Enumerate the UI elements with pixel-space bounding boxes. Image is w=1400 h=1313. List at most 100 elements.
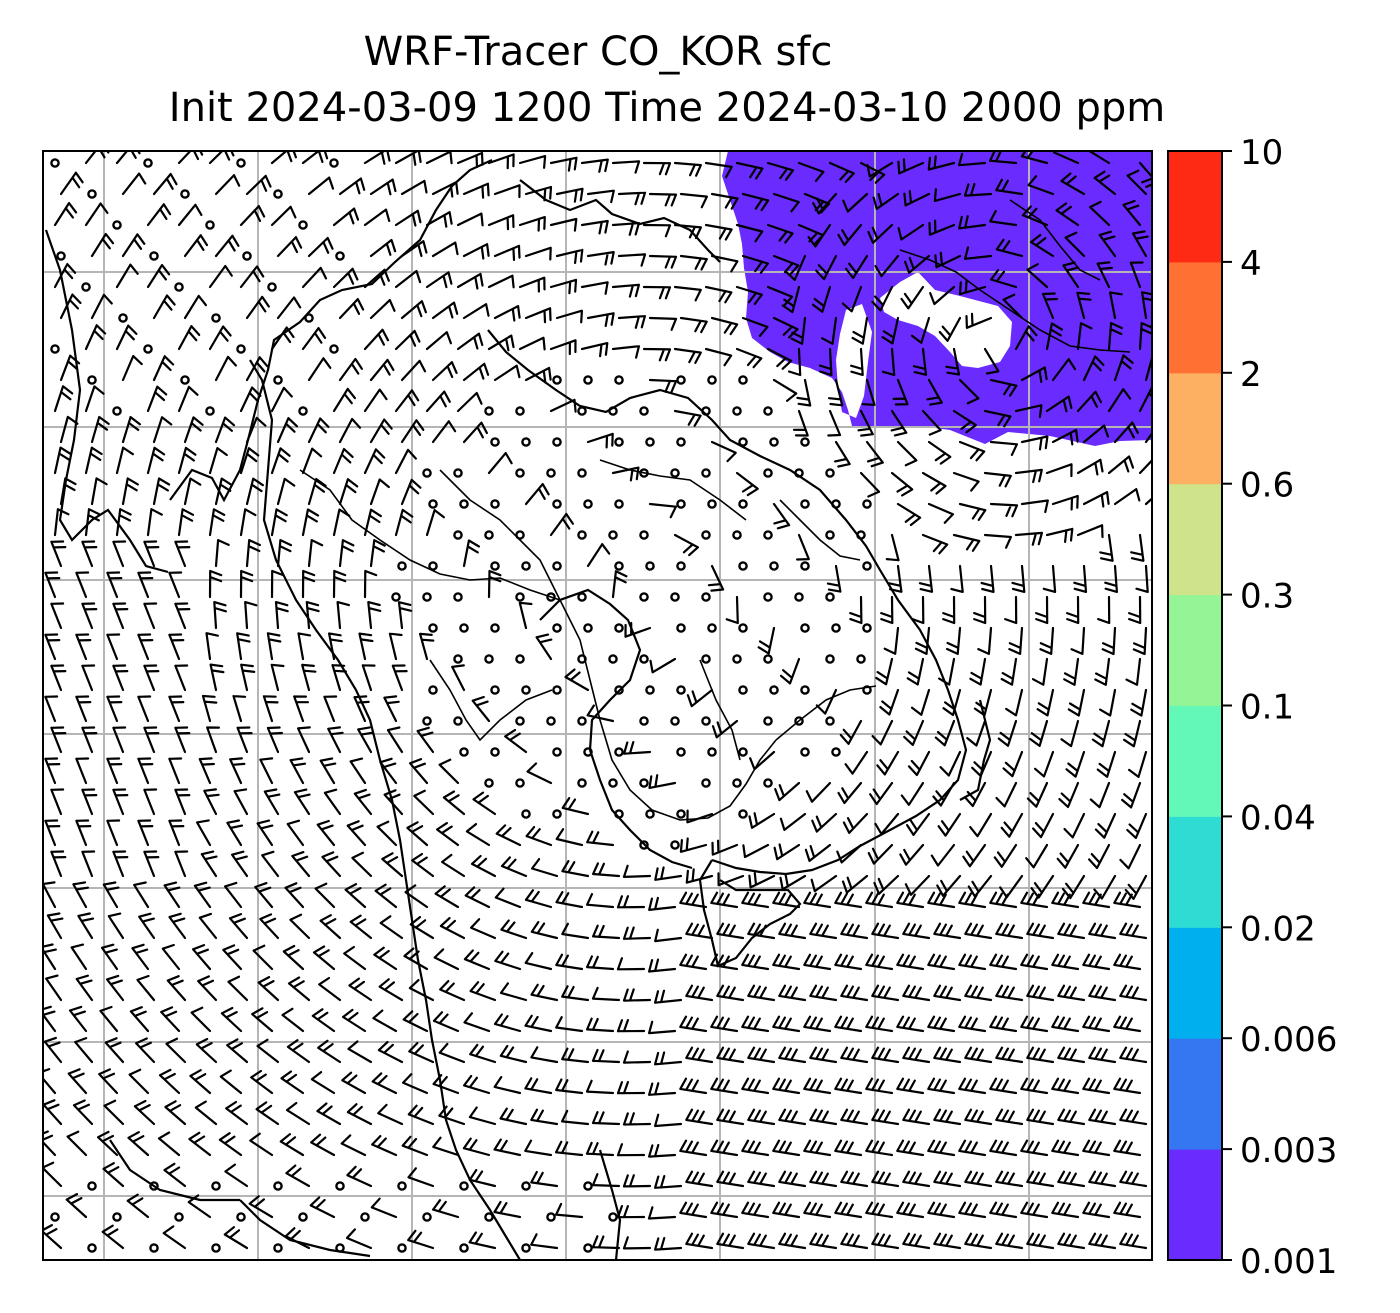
wind-barb bbox=[346, 820, 367, 847]
colorbar-tick-label: 4 bbox=[1240, 244, 1262, 284]
wind-barb bbox=[679, 837, 708, 853]
wind-barb bbox=[561, 860, 590, 878]
wind-barb bbox=[906, 812, 931, 836]
wind-barb bbox=[431, 361, 458, 382]
wind-barb bbox=[341, 1071, 367, 1095]
wind-barb bbox=[958, 1139, 987, 1157]
wind-barb bbox=[50, 726, 67, 754]
wind-barb bbox=[591, 1235, 621, 1250]
wind-calm-marker bbox=[831, 499, 841, 509]
wind-calm-marker bbox=[825, 654, 835, 664]
wind-barb bbox=[1020, 953, 1049, 971]
wind-calm-marker bbox=[242, 251, 252, 261]
wind-barb bbox=[345, 1228, 373, 1250]
wind-barb bbox=[279, 1133, 305, 1157]
wind-calm-marker bbox=[738, 499, 748, 509]
wind-barb bbox=[338, 539, 355, 568]
wind-barb bbox=[834, 1015, 863, 1033]
wind-barb bbox=[214, 234, 240, 258]
wind-barb bbox=[874, 254, 900, 278]
wind-barb bbox=[622, 1050, 652, 1064]
wind-barb bbox=[494, 950, 522, 971]
graticule bbox=[43, 151, 1152, 1260]
wind-barb bbox=[586, 251, 615, 266]
wind-barb bbox=[174, 726, 191, 754]
colorbar-tick-label: 0.001 bbox=[1240, 1242, 1337, 1282]
wind-barb bbox=[685, 1170, 714, 1188]
wind-barb bbox=[1076, 524, 1104, 539]
wind-barb bbox=[357, 726, 374, 754]
wind-barb bbox=[1113, 1015, 1142, 1033]
wind-calm-marker bbox=[614, 623, 624, 633]
wind-barb bbox=[654, 1236, 683, 1251]
wind-barb bbox=[969, 812, 993, 838]
wind-barb bbox=[910, 688, 931, 716]
wind-barb bbox=[914, 626, 931, 655]
wind-barb bbox=[900, 781, 925, 806]
wind-barb bbox=[716, 984, 745, 1002]
wind-barb bbox=[504, 728, 528, 754]
wind-calm-marker bbox=[614, 685, 624, 695]
wind-barb bbox=[1113, 354, 1134, 382]
wind-barb bbox=[778, 1232, 807, 1250]
wind-barb bbox=[748, 872, 776, 889]
wind-calm-marker bbox=[521, 685, 531, 695]
wind-barb bbox=[101, 1224, 125, 1250]
wind-barb bbox=[735, 347, 763, 369]
wind-barb bbox=[524, 1139, 553, 1157]
wind-barb bbox=[1113, 953, 1142, 971]
wind-barb bbox=[106, 571, 123, 599]
wind-barb bbox=[648, 1082, 677, 1096]
wind-barb bbox=[222, 944, 243, 971]
wind-barb bbox=[121, 477, 139, 506]
wind-barb bbox=[438, 758, 460, 785]
wind-barb bbox=[152, 355, 175, 382]
wind-barb bbox=[881, 316, 900, 345]
wind-calm-marker bbox=[484, 530, 494, 540]
wind-barb bbox=[81, 540, 98, 568]
wind-barb bbox=[1119, 1232, 1148, 1250]
wind-barb bbox=[146, 264, 171, 289]
wind-barb bbox=[462, 182, 490, 199]
wind-barb bbox=[896, 891, 925, 909]
wind-barb bbox=[470, 918, 497, 940]
wind-barb bbox=[239, 508, 257, 537]
wind-barb bbox=[183, 234, 209, 258]
wind-barb bbox=[850, 347, 864, 376]
wind-barb bbox=[84, 324, 107, 351]
wind-barb bbox=[710, 1139, 739, 1157]
wind-barb bbox=[236, 632, 251, 661]
wind-barb bbox=[403, 947, 429, 971]
wind-barb bbox=[648, 896, 677, 911]
wind-barb bbox=[44, 633, 61, 661]
wind-barb bbox=[1063, 812, 1086, 839]
wind-barb bbox=[926, 378, 943, 406]
wind-barb bbox=[735, 161, 764, 180]
wind-barb bbox=[310, 1133, 336, 1157]
wind-barb bbox=[394, 329, 421, 351]
wind-barb bbox=[301, 447, 323, 475]
wind-barb bbox=[772, 1201, 801, 1219]
wind-barb bbox=[462, 539, 481, 568]
wind-barb bbox=[143, 788, 158, 816]
wind-calm-marker bbox=[453, 530, 463, 540]
wind-barb bbox=[463, 1012, 491, 1033]
wind-calm-marker bbox=[639, 778, 649, 788]
wind-calm-marker bbox=[763, 468, 773, 478]
wind-barb bbox=[431, 301, 459, 320]
wind-barb bbox=[741, 1201, 770, 1219]
wind-calm-marker bbox=[639, 840, 649, 850]
wind-barb bbox=[524, 1077, 553, 1095]
colorbar-band bbox=[1168, 1149, 1222, 1261]
wind-barb bbox=[1088, 1046, 1117, 1064]
wind-barb bbox=[772, 1139, 801, 1157]
wind-barb bbox=[225, 1100, 249, 1126]
wind-barb bbox=[67, 1068, 88, 1095]
wind-barb bbox=[285, 1164, 311, 1188]
wind-barb bbox=[413, 789, 435, 816]
wind-barb bbox=[407, 1167, 435, 1188]
wind-barb bbox=[307, 357, 332, 382]
wind-barb bbox=[531, 858, 559, 878]
wind-barb bbox=[1082, 891, 1111, 909]
wind-barb bbox=[1098, 230, 1117, 258]
